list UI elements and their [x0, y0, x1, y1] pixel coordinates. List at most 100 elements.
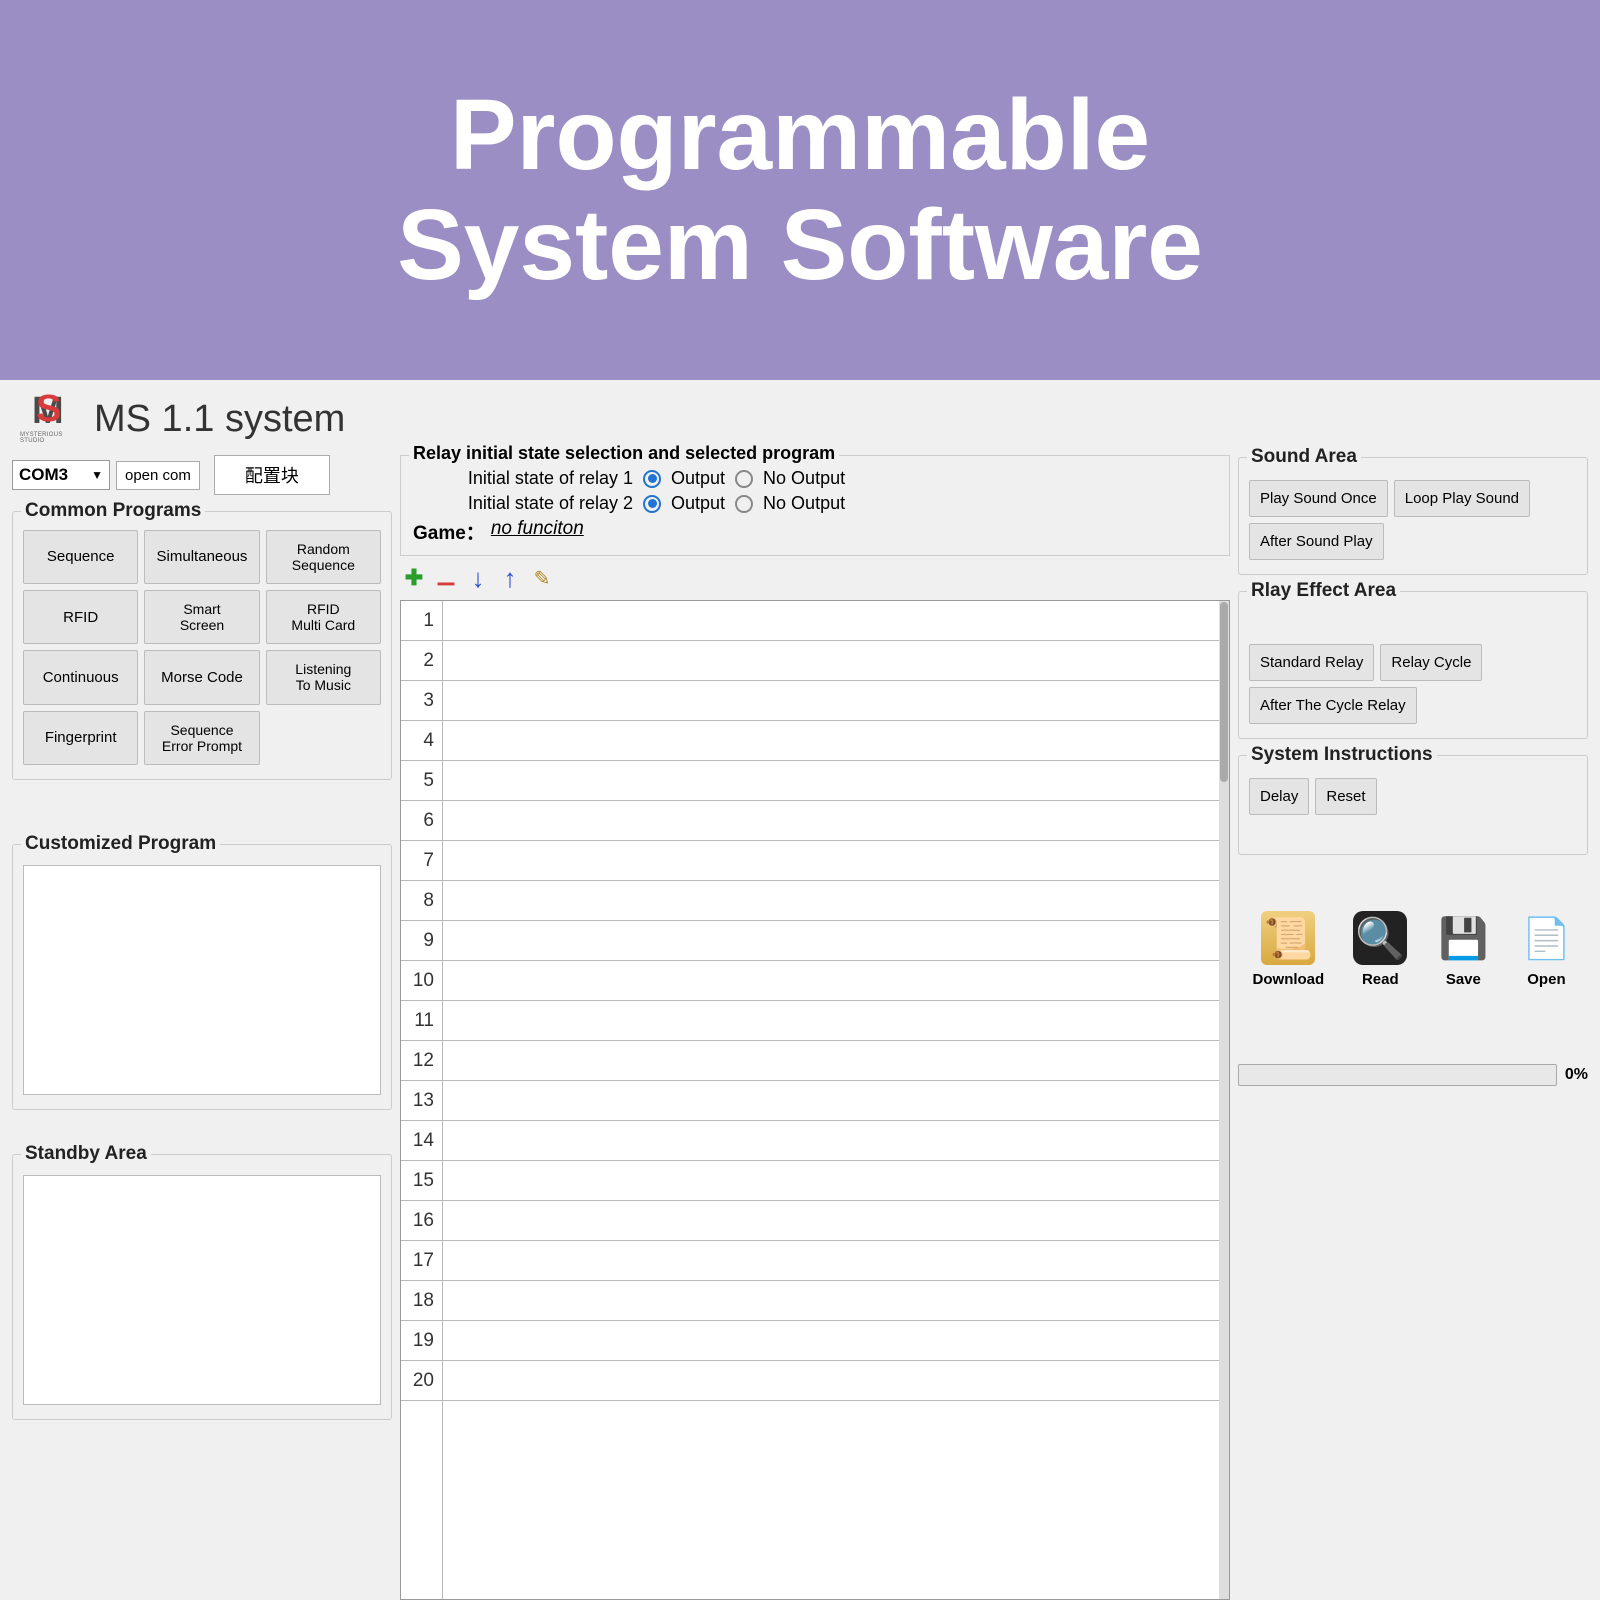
system-instructions-panel: System Instructions DelayReset	[1238, 755, 1588, 855]
program-button-fingerprint[interactable]: Fingerprint	[23, 711, 138, 765]
game-label: Game：	[413, 518, 485, 545]
program-button-continuous[interactable]: Continuous	[23, 650, 138, 704]
relay1-output-radio[interactable]	[643, 470, 661, 488]
relay-effect-panel: Rlay Effect Area Standard RelayRelay Cyc…	[1238, 591, 1588, 739]
relay2-output-radio[interactable]	[643, 495, 661, 513]
relay-effect-relay-cycle-button[interactable]: Relay Cycle	[1380, 644, 1482, 681]
list-row[interactable]	[443, 601, 1219, 641]
banner: ProgrammableSystem Software	[0, 0, 1600, 380]
relay2-nooutput-radio[interactable]	[735, 495, 753, 513]
system-reset-button[interactable]: Reset	[1315, 778, 1376, 815]
download-button[interactable]: 📜 Download	[1253, 911, 1325, 988]
sound-loop-play-sound-button[interactable]: Loop Play Sound	[1394, 480, 1530, 517]
relay2-nooutput-label: No Output	[763, 493, 845, 514]
list-row[interactable]	[443, 1161, 1219, 1201]
list-row-number: 10	[401, 961, 442, 1001]
banner-title: ProgrammableSystem Software	[397, 80, 1203, 300]
list-scrollbar[interactable]	[1219, 601, 1229, 1599]
list-row[interactable]	[443, 961, 1219, 1001]
list-row[interactable]	[443, 761, 1219, 801]
list-row[interactable]	[443, 1241, 1219, 1281]
right-column: Sound Area Play Sound OnceLoop Play Soun…	[1238, 455, 1588, 1600]
save-button[interactable]: 💾 Save	[1436, 911, 1490, 988]
read-button[interactable]: 🔍 Read	[1353, 911, 1407, 988]
standby-area[interactable]	[23, 1175, 381, 1405]
list-row-number: 16	[401, 1201, 442, 1241]
program-button-random[interactable]: RandomSequence	[266, 530, 381, 584]
list-row[interactable]	[443, 1001, 1219, 1041]
list-row-number: 19	[401, 1321, 442, 1361]
relay-legend: Relay initial state selection and select…	[409, 443, 839, 464]
program-button-listening[interactable]: ListeningTo Music	[266, 650, 381, 704]
program-button-smart[interactable]: SmartScreen	[144, 590, 259, 644]
list-row-number: 2	[401, 641, 442, 681]
system-delay-button[interactable]: Delay	[1249, 778, 1309, 815]
config-button[interactable]: 配置块	[214, 455, 330, 495]
list-row-number: 4	[401, 721, 442, 761]
list-row-number: 11	[401, 1001, 442, 1041]
common-programs-panel: Common Programs SequenceSimultaneousRand…	[12, 511, 392, 780]
relay-panel: Relay initial state selection and select…	[400, 455, 1230, 556]
center-column: Relay initial state selection and select…	[400, 455, 1230, 1600]
remove-icon[interactable]: ⚊	[434, 566, 458, 590]
list-row-number: 18	[401, 1281, 442, 1321]
up-arrow-icon[interactable]: ↑	[498, 566, 522, 590]
list-row-number: 14	[401, 1121, 442, 1161]
wand-icon[interactable]: ✎	[530, 566, 554, 590]
relay1-nooutput-label: No Output	[763, 468, 845, 489]
relay-effect-after-the-cycle-relay-button[interactable]: After The Cycle Relay	[1249, 687, 1417, 724]
customized-program-legend: Customized Program	[21, 833, 220, 855]
relay-effect-legend: Rlay Effect Area	[1247, 580, 1400, 602]
list-row[interactable]	[443, 1121, 1219, 1161]
relay1-nooutput-radio[interactable]	[735, 470, 753, 488]
list-row[interactable]	[443, 841, 1219, 881]
save-icon: 💾	[1436, 911, 1490, 965]
customized-program-panel: Customized Program	[12, 844, 392, 1110]
com-port-select[interactable]: COM3	[12, 460, 110, 490]
list-row[interactable]	[443, 881, 1219, 921]
logo: MS MYSTERIOUS STUDIO	[20, 392, 78, 447]
program-button-morse-code[interactable]: Morse Code	[144, 650, 259, 704]
program-button-sequence[interactable]: SequenceError Prompt	[144, 711, 259, 765]
progress-row: 0%	[1238, 1064, 1588, 1086]
list-row-number: 6	[401, 801, 442, 841]
scrollbar-thumb[interactable]	[1220, 602, 1228, 782]
program-button-rfid[interactable]: RFIDMulti Card	[266, 590, 381, 644]
list-row-number: 13	[401, 1081, 442, 1121]
standby-area-panel: Standby Area	[12, 1154, 392, 1420]
list-row[interactable]	[443, 1321, 1219, 1361]
program-button-simultaneous[interactable]: Simultaneous	[144, 530, 259, 584]
list-row[interactable]	[443, 681, 1219, 721]
program-button-rfid[interactable]: RFID	[23, 590, 138, 644]
relay1-label: Initial state of relay 1	[413, 468, 633, 489]
program-list[interactable]: 1234567891011121314151617181920	[400, 600, 1230, 1600]
list-row[interactable]	[443, 921, 1219, 961]
sound-play-sound-once-button[interactable]: Play Sound Once	[1249, 480, 1388, 517]
list-row-number: 8	[401, 881, 442, 921]
list-row[interactable]	[443, 1281, 1219, 1321]
open-com-button[interactable]: open com	[116, 461, 200, 490]
sound-area-legend: Sound Area	[1247, 446, 1361, 468]
list-row[interactable]	[443, 1081, 1219, 1121]
list-row[interactable]	[443, 1041, 1219, 1081]
program-button-sequence[interactable]: Sequence	[23, 530, 138, 584]
progress-value: 0%	[1565, 1066, 1588, 1084]
list-row[interactable]	[443, 1361, 1219, 1401]
list-row[interactable]	[443, 1201, 1219, 1241]
list-row[interactable]	[443, 721, 1219, 761]
relay-effect-standard-relay-button[interactable]: Standard Relay	[1249, 644, 1374, 681]
customized-program-area[interactable]	[23, 865, 381, 1095]
list-row-number: 3	[401, 681, 442, 721]
add-icon[interactable]: ✚	[402, 566, 426, 590]
open-button[interactable]: 📄 Open	[1519, 911, 1573, 988]
download-icon: 📜	[1261, 911, 1315, 965]
left-column: COM3 open com 配置块 Common Programs Sequen…	[12, 455, 392, 1600]
list-row[interactable]	[443, 801, 1219, 841]
list-row-number: 15	[401, 1161, 442, 1201]
sound-after-sound-play-button[interactable]: After Sound Play	[1249, 523, 1384, 560]
down-arrow-icon[interactable]: ↓	[466, 566, 490, 590]
relay1-output-label: Output	[671, 468, 725, 489]
list-row[interactable]	[443, 641, 1219, 681]
file-actions: 📜 Download 🔍 Read 💾 Save 📄 Open	[1238, 911, 1588, 988]
list-row-number: 17	[401, 1241, 442, 1281]
